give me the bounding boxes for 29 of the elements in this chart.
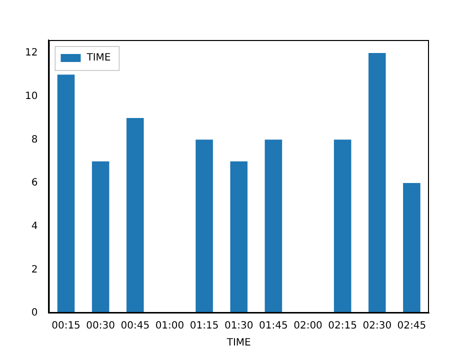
x-tick-label: 01:30 <box>224 320 254 332</box>
bar <box>368 53 386 313</box>
x-tick-label: 01:00 <box>155 320 184 332</box>
bar <box>57 74 75 313</box>
y-tick-label: 10 <box>24 90 38 102</box>
y-tick-label: 12 <box>24 48 38 59</box>
x-tick-label: 02:15 <box>328 320 357 332</box>
x-tick-label: 02:30 <box>362 320 392 332</box>
bar <box>92 161 110 313</box>
bar <box>196 140 213 313</box>
y-tick-label: 0 <box>31 308 38 319</box>
x-tick-label: 01:45 <box>259 320 288 332</box>
x-tick-label: 01:15 <box>190 320 219 332</box>
bar <box>334 140 352 313</box>
bar <box>230 161 248 313</box>
bar <box>264 140 282 313</box>
y-tick-label: 4 <box>31 220 38 232</box>
y-tick-label: 2 <box>31 264 38 276</box>
x-tick-label: 02:45 <box>397 320 426 332</box>
x-tick-label: 02:00 <box>294 320 322 332</box>
legend-label: TIME <box>86 52 111 64</box>
bar <box>403 183 420 313</box>
bar <box>126 118 144 313</box>
x-tick-label: 00:15 <box>52 320 80 332</box>
y-tick-label: 6 <box>31 178 38 189</box>
x-tick-label: 00:30 <box>86 320 115 332</box>
y-tick-label: 8 <box>31 134 38 146</box>
x-tick-label: 00:45 <box>120 320 150 332</box>
x-axis-title: TIME <box>226 338 251 349</box>
